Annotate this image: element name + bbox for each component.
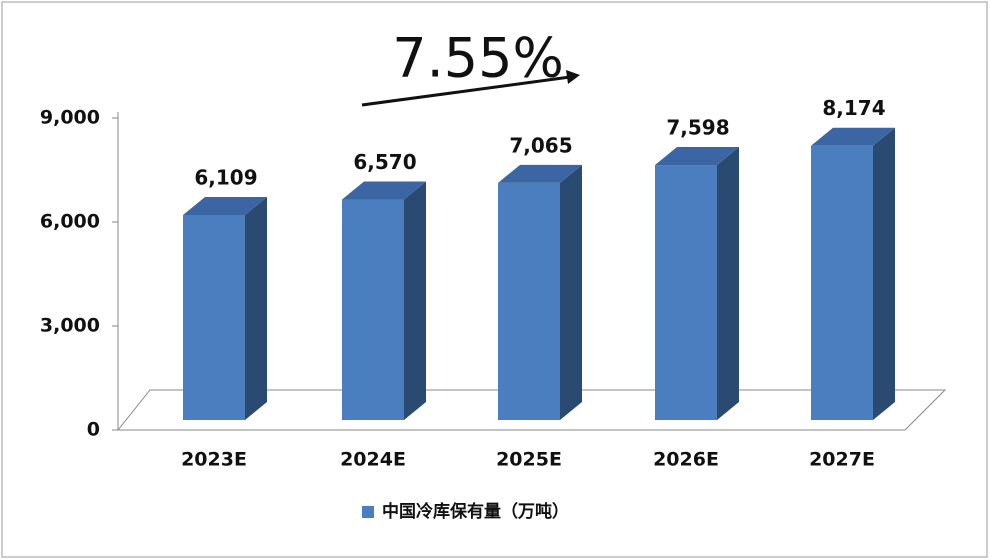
value-label: 8,174 [822,96,885,120]
bar-top [498,164,582,183]
y-tick-label: 9,000 [40,107,100,129]
bar-top [811,127,895,146]
bar-side [717,147,739,420]
value-label: 7,065 [509,133,572,157]
x-tick-label: 2025E [496,449,562,471]
x-tick-label: 2024E [340,449,406,471]
legend-swatch [362,506,374,518]
bar [342,199,404,420]
bar-top [342,181,426,200]
legend-label: 中国冷库保有量（万吨） [382,501,569,522]
y-tick-label: 3,000 [40,315,100,337]
x-tick-label: 2027E [809,449,875,471]
annotation: 7.55% [392,27,564,90]
bar [811,145,873,420]
x-tick-label: 2023E [181,449,247,471]
bar [183,215,245,420]
bar [498,182,560,420]
value-label: 6,570 [353,150,416,174]
x-tick-label: 2026E [653,449,719,471]
y-tick-label: 6,000 [40,211,100,233]
bar-side [245,197,267,420]
y-tick-label: 0 [87,419,100,441]
bar-top [183,197,267,216]
value-label: 7,598 [666,116,729,140]
arrow-head [566,70,580,84]
bar-side [560,164,582,420]
bar-side [873,127,895,420]
bar-top [655,147,739,166]
value-label: 6,109 [194,166,257,190]
trend-arrow [361,75,571,107]
bar [655,165,717,420]
bar-side [404,181,426,420]
